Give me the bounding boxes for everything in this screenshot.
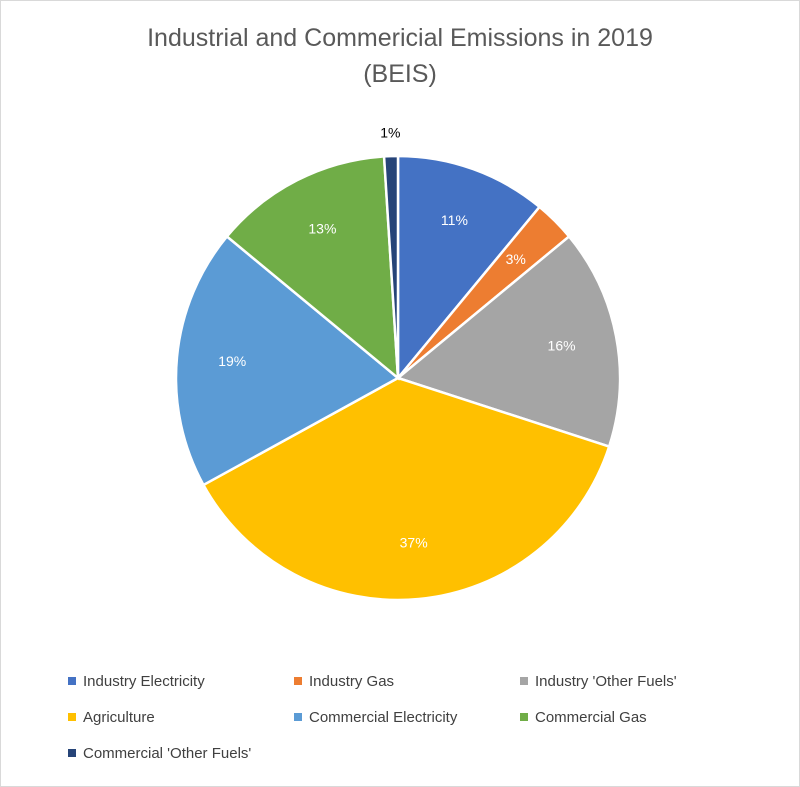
legend-label: Commercial Gas xyxy=(535,708,647,726)
chart-subtitle: (BEIS) xyxy=(363,60,437,88)
legend-item-industry-other-fuels: Industry 'Other Fuels' xyxy=(520,670,677,692)
legend-label: Commercial 'Other Fuels' xyxy=(83,744,252,762)
data-label-industry-electricity: 11% xyxy=(441,212,468,228)
pie-slice-commercial-other-fuels xyxy=(382,154,400,379)
legend-item-industry-gas: Industry Gas xyxy=(294,670,394,692)
legend-swatch xyxy=(520,677,528,685)
legend-swatch xyxy=(68,713,76,721)
legend-swatch xyxy=(68,749,76,757)
pie-slice-commercial-gas xyxy=(225,155,400,381)
legend-label: Agriculture xyxy=(83,708,155,726)
chart-title-block: Industrial and Commericial Emissions in … xyxy=(0,20,800,92)
legend-item-commercial-other-fuels: Commercial 'Other Fuels' xyxy=(68,742,251,764)
data-label-agriculture: 37% xyxy=(400,534,428,550)
data-label-commercial-gas: 13% xyxy=(308,220,336,236)
chart-title: Industrial and Commericial Emissions in … xyxy=(147,24,653,52)
pie-slice-agriculture xyxy=(201,376,611,602)
legend-swatch xyxy=(294,713,302,721)
data-label-commercial-electricity: 19% xyxy=(218,353,246,369)
legend-item-agriculture: Agriculture xyxy=(68,706,155,728)
legend-swatch xyxy=(68,677,76,685)
data-label-industry-other-fuels: 16% xyxy=(548,338,576,354)
legend-swatch xyxy=(294,677,302,685)
pie-slice-industry-other-fuels xyxy=(395,234,622,449)
legend-label: Industry Electricity xyxy=(83,672,205,690)
legend-label: Industry Gas xyxy=(309,672,395,690)
legend-swatch xyxy=(520,713,528,721)
pie-slice-commercial-electricity xyxy=(174,234,401,487)
pie-slice-industry-electricity xyxy=(396,154,542,382)
legend-label: Commercial Electricity xyxy=(309,708,458,726)
legend-item-industry-electricity: Industry Electricity xyxy=(68,670,205,692)
legend-item-commercial-electricity: Commercial Electricity xyxy=(294,706,457,728)
legend-label: Industry 'Other Fuels' xyxy=(535,672,677,690)
data-label-commercial-other-fuels: 1% xyxy=(380,125,400,141)
data-label-industry-gas: 3% xyxy=(506,251,526,267)
legend-item-commercial-gas: Commercial Gas xyxy=(520,706,647,728)
